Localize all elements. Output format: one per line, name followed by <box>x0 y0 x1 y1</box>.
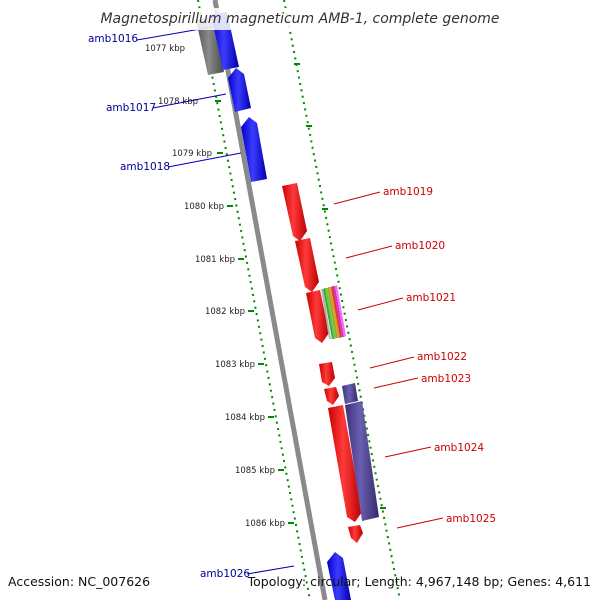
rna-gene-box[interactable] <box>345 401 379 521</box>
reverse-gene-arrow-amb1017[interactable] <box>228 68 251 112</box>
title-backdrop <box>96 8 502 30</box>
kbp-label: 1084 kbp <box>225 413 265 423</box>
gene-label-amb1025[interactable]: amb1025 <box>446 513 496 525</box>
kbp-tick-group-1: 1078 kbp <box>158 97 221 107</box>
label-leader <box>152 93 227 109</box>
kbp-tick-group-6: 1083 kbp <box>215 360 264 370</box>
genome-summary-text: Topology: circular; Length: 4,967,148 bp… <box>247 574 591 589</box>
forward-gene-arrow-amb1021[interactable] <box>306 290 329 343</box>
gene-label-amb1021[interactable]: amb1021 <box>406 292 456 304</box>
label-leader <box>396 517 444 529</box>
feature-stripes <box>321 285 346 339</box>
gene-label-amb1016[interactable]: amb1016 <box>88 33 138 45</box>
reverse-gene-arrow-amb1018[interactable] <box>241 117 267 182</box>
kbp-tick-group-0: 1077 kbp <box>145 44 211 54</box>
label-leader <box>373 377 419 389</box>
label-leader <box>333 191 381 205</box>
forward-gene-arrow-amb1023[interactable] <box>324 387 339 405</box>
forward-gene-arrow-amb1022[interactable] <box>319 362 335 386</box>
kbp-label: 1079 kbp <box>172 149 212 159</box>
gene-label-amb1020[interactable]: amb1020 <box>395 240 445 252</box>
label-leader <box>384 446 432 458</box>
kbp-label: 1078 kbp <box>158 97 198 107</box>
gene-label-amb1022[interactable]: amb1022 <box>417 351 467 363</box>
reverse-gene-arrow-amb1026[interactable] <box>327 552 351 600</box>
kbp-tick-group-5: 1082 kbp <box>205 307 254 317</box>
forward-gene-arrow-amb1019[interactable] <box>282 183 307 241</box>
kbp-tick-group-9: 1086 kbp <box>245 519 294 529</box>
kbp-label: 1081 kbp <box>195 255 235 265</box>
gene-label-amb1018[interactable]: amb1018 <box>120 161 170 173</box>
forward-gene-arrow-amb1020[interactable] <box>295 238 319 292</box>
kbp-label: 1082 kbp <box>205 307 245 317</box>
kbp-label: 1085 kbp <box>235 466 275 476</box>
gene-label-amb1019[interactable]: amb1019 <box>383 186 433 198</box>
kbp-tick-group-4: 1081 kbp <box>195 255 244 265</box>
label-leader <box>357 297 404 311</box>
rna-gene-box[interactable] <box>342 383 358 404</box>
label-leader <box>345 245 393 259</box>
forward-gene-arrow-amb1024[interactable] <box>328 405 362 522</box>
label-leader <box>167 152 242 168</box>
accession-text: Accession: NC_007626 <box>8 574 150 589</box>
kbp-tick-group-7: 1084 kbp <box>225 413 274 423</box>
kbp-label: 1086 kbp <box>245 519 285 529</box>
gene-label-amb1023[interactable]: amb1023 <box>421 373 471 385</box>
pseudo-gene-arrow[interactable] <box>196 17 224 75</box>
gene-label-amb1017[interactable]: amb1017 <box>106 102 156 114</box>
kbp-label: 1077 kbp <box>145 44 185 54</box>
label-leader <box>369 356 415 369</box>
right-tick-track <box>283 0 401 600</box>
kbp-tick-group-2: 1079 kbp <box>172 149 223 159</box>
kbp-label: 1080 kbp <box>184 202 224 212</box>
gene-label-amb1024[interactable]: amb1024 <box>434 442 484 454</box>
page-title: Magnetospirillum magneticum AMB-1, compl… <box>100 11 499 27</box>
forward-gene-arrow-amb1025[interactable] <box>348 525 363 543</box>
left-tick-track <box>197 0 311 600</box>
kbp-label: 1083 kbp <box>215 360 255 370</box>
kbp-tick-group-8: 1085 kbp <box>235 466 284 476</box>
gene-label-amb1026[interactable]: amb1026 <box>200 568 250 580</box>
label-leader <box>246 565 295 575</box>
kbp-tick-group-3: 1080 kbp <box>184 202 233 212</box>
